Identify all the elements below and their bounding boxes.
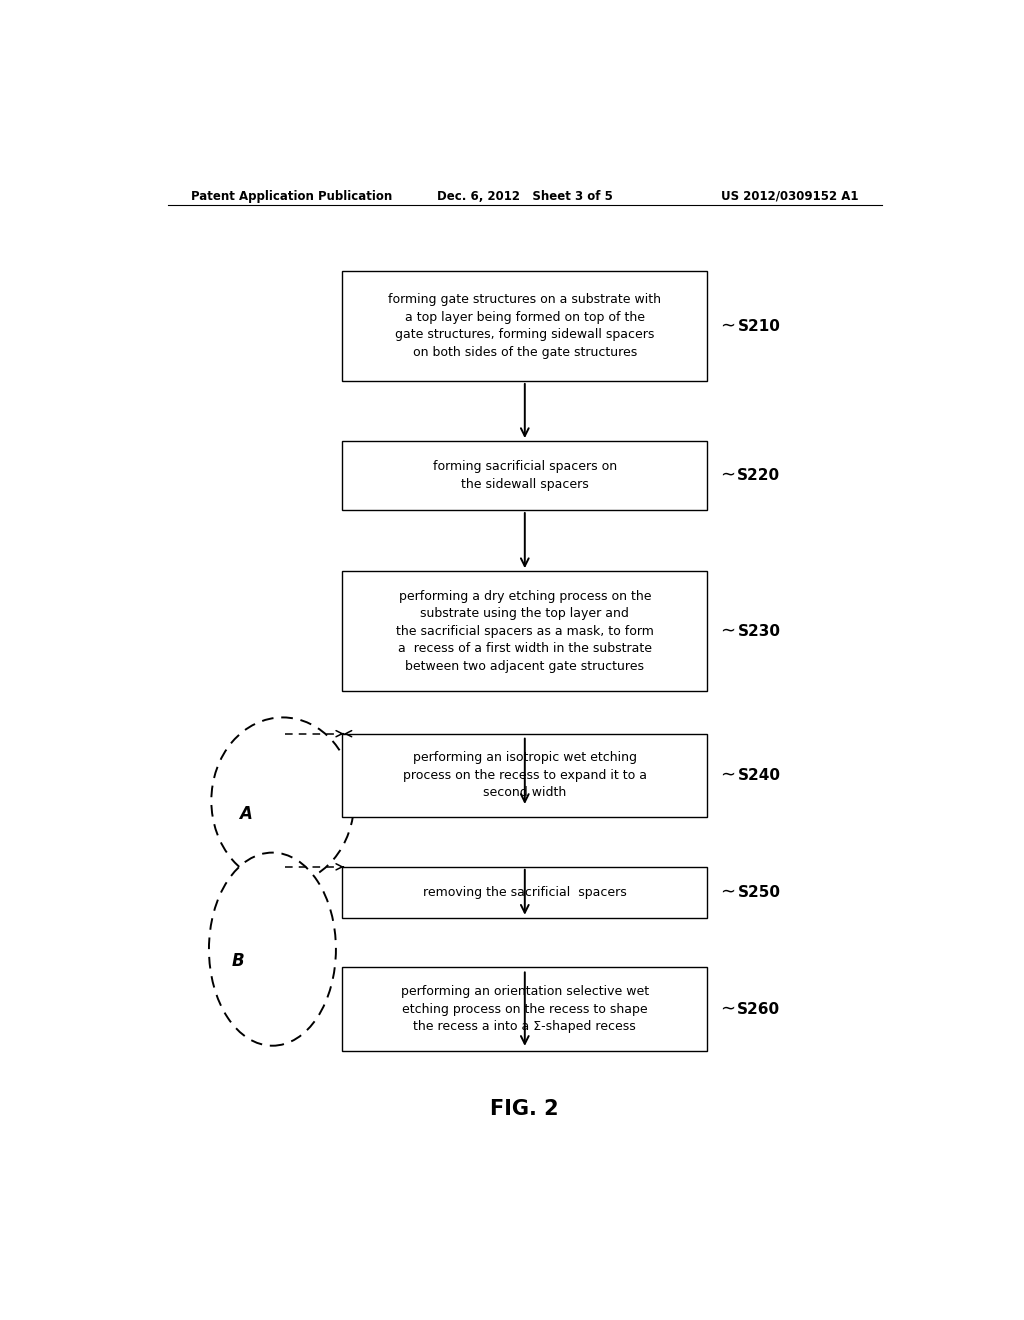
Text: Dec. 6, 2012   Sheet 3 of 5: Dec. 6, 2012 Sheet 3 of 5 (437, 190, 612, 202)
Text: ∼: ∼ (720, 883, 735, 902)
Text: Patent Application Publication: Patent Application Publication (191, 190, 393, 202)
Text: US 2012/0309152 A1: US 2012/0309152 A1 (721, 190, 858, 202)
FancyBboxPatch shape (342, 572, 708, 690)
Ellipse shape (209, 853, 336, 1045)
Text: forming sacrificial spacers on
the sidewall spacers: forming sacrificial spacers on the sidew… (433, 461, 616, 491)
Text: S250: S250 (737, 884, 780, 900)
Text: ∼: ∼ (720, 767, 735, 784)
Text: S220: S220 (737, 469, 780, 483)
Text: ∼: ∼ (720, 1001, 735, 1018)
Text: removing the sacrificial  spacers: removing the sacrificial spacers (423, 886, 627, 899)
Text: forming gate structures on a substrate with
a top layer being formed on top of t: forming gate structures on a substrate w… (388, 293, 662, 359)
Ellipse shape (211, 718, 354, 884)
Text: S260: S260 (737, 1002, 780, 1016)
Text: performing a dry etching process on the
substrate using the top layer and
the sa: performing a dry etching process on the … (396, 590, 653, 672)
FancyBboxPatch shape (342, 441, 708, 510)
Text: S240: S240 (737, 768, 780, 783)
Text: performing an isotropic wet etching
process on the recess to expand it to a
seco: performing an isotropic wet etching proc… (402, 751, 647, 800)
Text: ∼: ∼ (720, 622, 735, 640)
Text: performing an orientation selective wet
etching process on the recess to shape
t: performing an orientation selective wet … (400, 985, 649, 1034)
Text: S230: S230 (737, 623, 780, 639)
Text: ∼: ∼ (720, 466, 735, 484)
Text: S210: S210 (737, 318, 780, 334)
Text: B: B (231, 952, 244, 970)
Text: ∼: ∼ (720, 317, 735, 335)
Text: FIG. 2: FIG. 2 (490, 1098, 559, 1119)
FancyBboxPatch shape (342, 271, 708, 381)
FancyBboxPatch shape (342, 734, 708, 817)
FancyBboxPatch shape (342, 968, 708, 1051)
FancyBboxPatch shape (342, 867, 708, 917)
Text: A: A (239, 805, 252, 822)
